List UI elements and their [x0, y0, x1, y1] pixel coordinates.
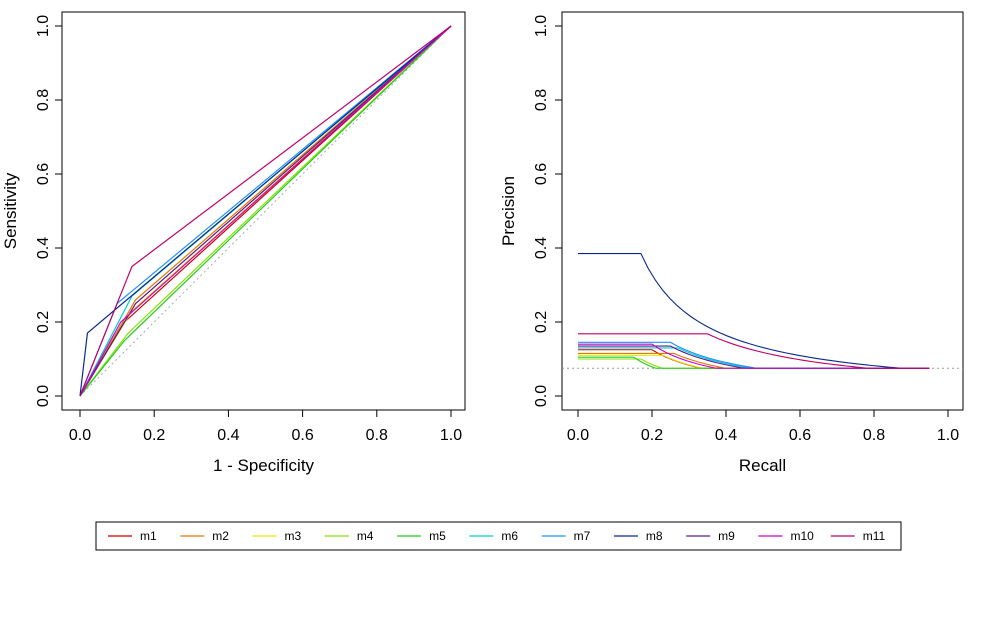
pr-x-tick-label: 0.6 — [789, 427, 811, 444]
pr-y-tick-label: 1.0 — [533, 15, 550, 37]
pr-x-tick-label: 1.0 — [937, 427, 959, 444]
roc-curve-m8 — [79, 25, 452, 397]
pr-y-axis-label: Precision — [499, 176, 518, 246]
roc-x-tick-label: 0.6 — [291, 427, 313, 444]
pr-y-tick-label: 0.2 — [533, 311, 550, 333]
pr-curve-m6 — [578, 347, 930, 369]
pr-y-tick-label: 0.0 — [533, 385, 550, 407]
pr-plot-frame — [561, 11, 964, 411]
legend-label-m9: m9 — [718, 529, 735, 543]
legend-label-m2: m2 — [212, 529, 229, 543]
legend-label-m5: m5 — [429, 529, 446, 543]
precision-recall-panel: 0.0 0.2 0.4 0.6 0.8 1.0 0.0 0.2 0.4 0.6 0.8 1.0 Reca… — [499, 11, 964, 475]
pr-x-tick-label: 0.8 — [863, 427, 885, 444]
pr-y-tick-label: 0.4 — [533, 237, 550, 259]
roc-curve-m9 — [79, 25, 452, 397]
roc-y-tick-label: 0.0 — [35, 385, 52, 407]
pr-x-tick-label: 0.4 — [715, 427, 737, 444]
roc-y-tick-label: 0.8 — [35, 89, 52, 111]
pr-y-tick-label: 0.6 — [533, 163, 550, 185]
legend-label-m8: m8 — [646, 529, 663, 543]
roc-y-tick-label: 0.4 — [35, 237, 52, 259]
roc-curve-m11 — [79, 25, 452, 397]
legend-label-m4: m4 — [357, 529, 374, 543]
pr-x-tick-label: 0.2 — [641, 427, 663, 444]
pr-x-axis-label: Recall — [739, 456, 786, 475]
roc-y-axis-label: Sensitivity — [1, 172, 20, 249]
legend-label-m3: m3 — [285, 529, 302, 543]
roc-x-tick-label: 0.0 — [69, 427, 91, 444]
legend-label-m1: m1 — [140, 529, 157, 543]
roc-x-tick-label: 0.2 — [143, 427, 165, 444]
roc-y-tick-label: 0.6 — [35, 163, 52, 185]
pr-y-tick-label: 0.8 — [533, 89, 550, 111]
roc-reference-line — [79, 25, 452, 397]
legend-label-m10: m10 — [790, 529, 814, 543]
roc-x-tick-label: 0.8 — [366, 427, 388, 444]
roc-curve-m2 — [79, 25, 452, 397]
legend-label-m11: m11 — [863, 529, 886, 543]
roc-x-tick-label: 1.0 — [440, 427, 462, 444]
roc-x-axis-label: 1 - Specificity — [213, 456, 315, 475]
pr-curve-m8 — [578, 253, 930, 369]
roc-plot-frame — [61, 11, 466, 411]
roc-curve-m10 — [79, 25, 452, 397]
legend: m1 m2 m3 m4 m5 m6 m7 m8 m9 m10 m11 — [95, 521, 902, 551]
roc-curve-m5 — [79, 25, 452, 397]
pr-x-tick-label: 0.0 — [567, 427, 589, 444]
roc-y-tick-label: 0.2 — [35, 311, 52, 333]
roc-panel: 0.0 0.2 0.4 0.6 0.8 1.0 0.0 0.2 0.4 0.6 0.8 1.0 1 - … — [1, 11, 466, 475]
pr-curve-m4 — [578, 358, 930, 369]
legend-label-m6: m6 — [501, 529, 518, 543]
pr-curve-m11 — [578, 333, 930, 369]
roc-x-tick-label: 0.4 — [217, 427, 239, 444]
legend-label-m7: m7 — [574, 529, 591, 543]
roc-y-tick-label: 1.0 — [35, 15, 52, 37]
